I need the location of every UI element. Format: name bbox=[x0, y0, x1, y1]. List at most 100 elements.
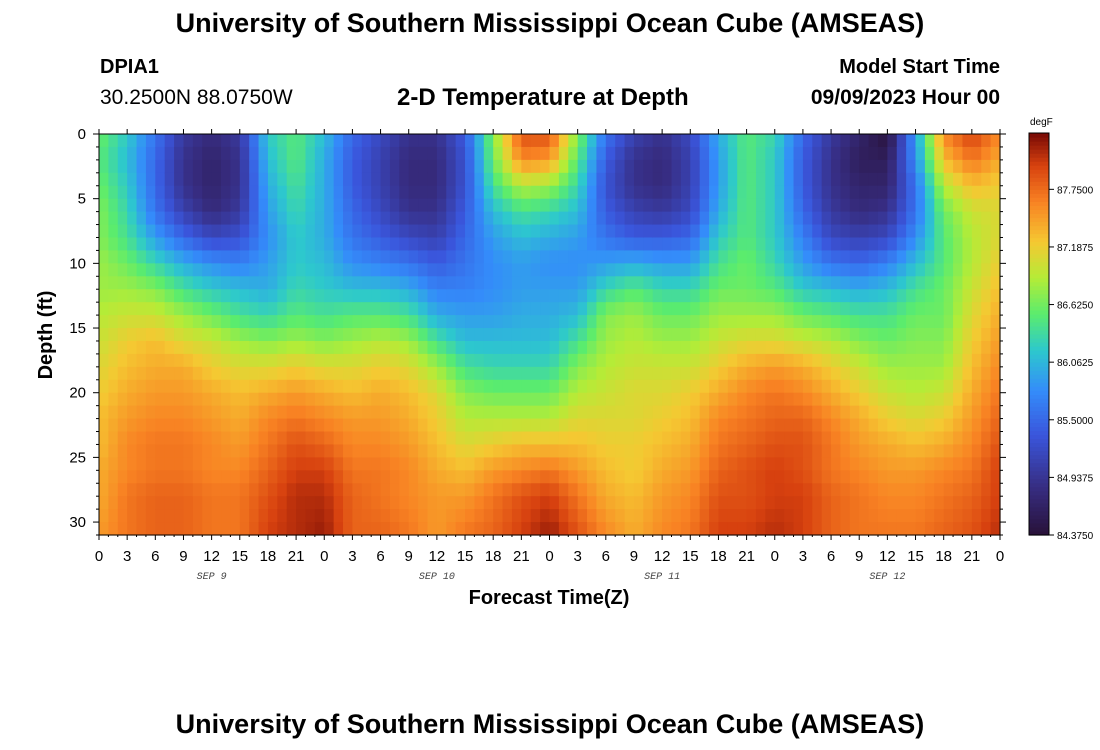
heatmap-cell bbox=[699, 276, 710, 290]
heatmap-cell bbox=[530, 340, 541, 355]
heatmap-cell bbox=[877, 315, 888, 329]
heatmap-cell bbox=[296, 418, 307, 433]
heatmap-cell bbox=[755, 405, 766, 420]
heatmap-cell bbox=[221, 418, 231, 433]
heatmap-cell bbox=[483, 250, 494, 264]
heatmap-cell bbox=[671, 172, 682, 187]
heatmap-cell bbox=[990, 470, 1001, 484]
heatmap-cell bbox=[333, 366, 344, 381]
heatmap-cell bbox=[483, 366, 494, 381]
heatmap-cell bbox=[821, 444, 832, 458]
heatmap-cell bbox=[436, 315, 447, 329]
heatmap-cell bbox=[183, 379, 194, 394]
heatmap-cell bbox=[230, 379, 241, 394]
heatmap-cell bbox=[737, 483, 748, 497]
heatmap-cell bbox=[540, 522, 551, 536]
heatmap-cell bbox=[577, 250, 588, 264]
heatmap-cell bbox=[371, 159, 382, 174]
heatmap-cell bbox=[971, 353, 982, 368]
heatmap-cell bbox=[352, 353, 363, 368]
heatmap-cell bbox=[465, 379, 476, 394]
heatmap-cell bbox=[718, 509, 729, 523]
heatmap-cell bbox=[127, 379, 138, 394]
heatmap-cell bbox=[868, 302, 879, 316]
heatmap-cell bbox=[483, 392, 494, 407]
heatmap-cell bbox=[267, 172, 278, 187]
heatmap-cell bbox=[662, 340, 673, 355]
heatmap-cell bbox=[380, 405, 391, 420]
heatmap-cell bbox=[380, 522, 391, 536]
heatmap-cell bbox=[737, 496, 748, 510]
heatmap-cell bbox=[258, 379, 269, 394]
heatmap-cell bbox=[239, 470, 250, 484]
heatmap-cell bbox=[361, 522, 372, 536]
heatmap-cell bbox=[483, 146, 494, 161]
heatmap-cell bbox=[849, 302, 860, 316]
heatmap-cell bbox=[971, 509, 982, 523]
heatmap-cell bbox=[192, 444, 203, 458]
heatmap-cell bbox=[418, 263, 429, 277]
heatmap-cell bbox=[239, 289, 250, 303]
heatmap-cell bbox=[690, 483, 701, 497]
heatmap-cell bbox=[699, 470, 710, 484]
heatmap-cell bbox=[380, 457, 391, 471]
heatmap-cell bbox=[446, 172, 457, 187]
heatmap-cell bbox=[493, 509, 504, 523]
heatmap-cell bbox=[230, 509, 241, 523]
heatmap-cell bbox=[136, 146, 147, 161]
heatmap-cell bbox=[793, 366, 804, 381]
heatmap-cell bbox=[699, 457, 710, 471]
heatmap-cell bbox=[249, 237, 260, 252]
heatmap-cell bbox=[202, 509, 213, 523]
heatmap-cell bbox=[671, 483, 682, 497]
heatmap-cell bbox=[633, 172, 644, 187]
heatmap-cell bbox=[549, 405, 560, 420]
heatmap-cell bbox=[324, 185, 335, 200]
heatmap-cell bbox=[305, 159, 316, 174]
heatmap-cell bbox=[934, 224, 945, 239]
heatmap-cell bbox=[305, 198, 316, 213]
heatmap-cell bbox=[239, 340, 250, 355]
heatmap-cell bbox=[145, 522, 156, 536]
heatmap-cell bbox=[324, 328, 335, 342]
heatmap-cell bbox=[943, 328, 954, 342]
heatmap-cell bbox=[709, 418, 720, 433]
heatmap-cell bbox=[934, 276, 945, 290]
heatmap-cell bbox=[990, 340, 1001, 355]
heatmap-cell bbox=[943, 366, 954, 381]
heatmap-cell bbox=[765, 250, 776, 264]
heatmap-cell bbox=[436, 250, 447, 264]
heatmap-cell bbox=[821, 237, 832, 252]
heatmap-cell bbox=[765, 340, 776, 355]
heatmap-cell bbox=[493, 159, 504, 174]
page-title: University of Southern Mississippi Ocean… bbox=[175, 8, 925, 38]
heatmap-cell bbox=[558, 353, 569, 368]
heatmap-cell bbox=[296, 328, 307, 342]
heatmap-cell bbox=[868, 276, 879, 290]
heatmap-cell bbox=[511, 263, 522, 277]
heatmap-cell bbox=[990, 172, 1001, 187]
heatmap-cell bbox=[286, 159, 297, 174]
heatmap-cell bbox=[361, 379, 372, 394]
heatmap-cell bbox=[990, 353, 1001, 368]
heatmap-cell bbox=[859, 457, 870, 471]
heatmap-cell bbox=[155, 496, 166, 510]
heatmap-cell bbox=[690, 328, 701, 342]
heatmap-cell bbox=[990, 198, 1001, 213]
heatmap-cell bbox=[915, 379, 926, 394]
heatmap-cell bbox=[943, 509, 954, 523]
heatmap-cell bbox=[840, 159, 851, 174]
heatmap-cell bbox=[202, 134, 213, 148]
heatmap-cell bbox=[802, 276, 813, 290]
heatmap-cell bbox=[343, 146, 354, 161]
heatmap-cell bbox=[117, 522, 128, 536]
heatmap-cell bbox=[399, 276, 410, 290]
heatmap-cell bbox=[587, 237, 598, 252]
heatmap-cell bbox=[99, 431, 109, 446]
heatmap-cell bbox=[446, 224, 457, 239]
heatmap-cell bbox=[474, 211, 485, 226]
heatmap-cell bbox=[530, 379, 541, 394]
heatmap-cell bbox=[709, 483, 720, 497]
heatmap-cell bbox=[249, 276, 260, 290]
heatmap-cell bbox=[727, 483, 738, 497]
